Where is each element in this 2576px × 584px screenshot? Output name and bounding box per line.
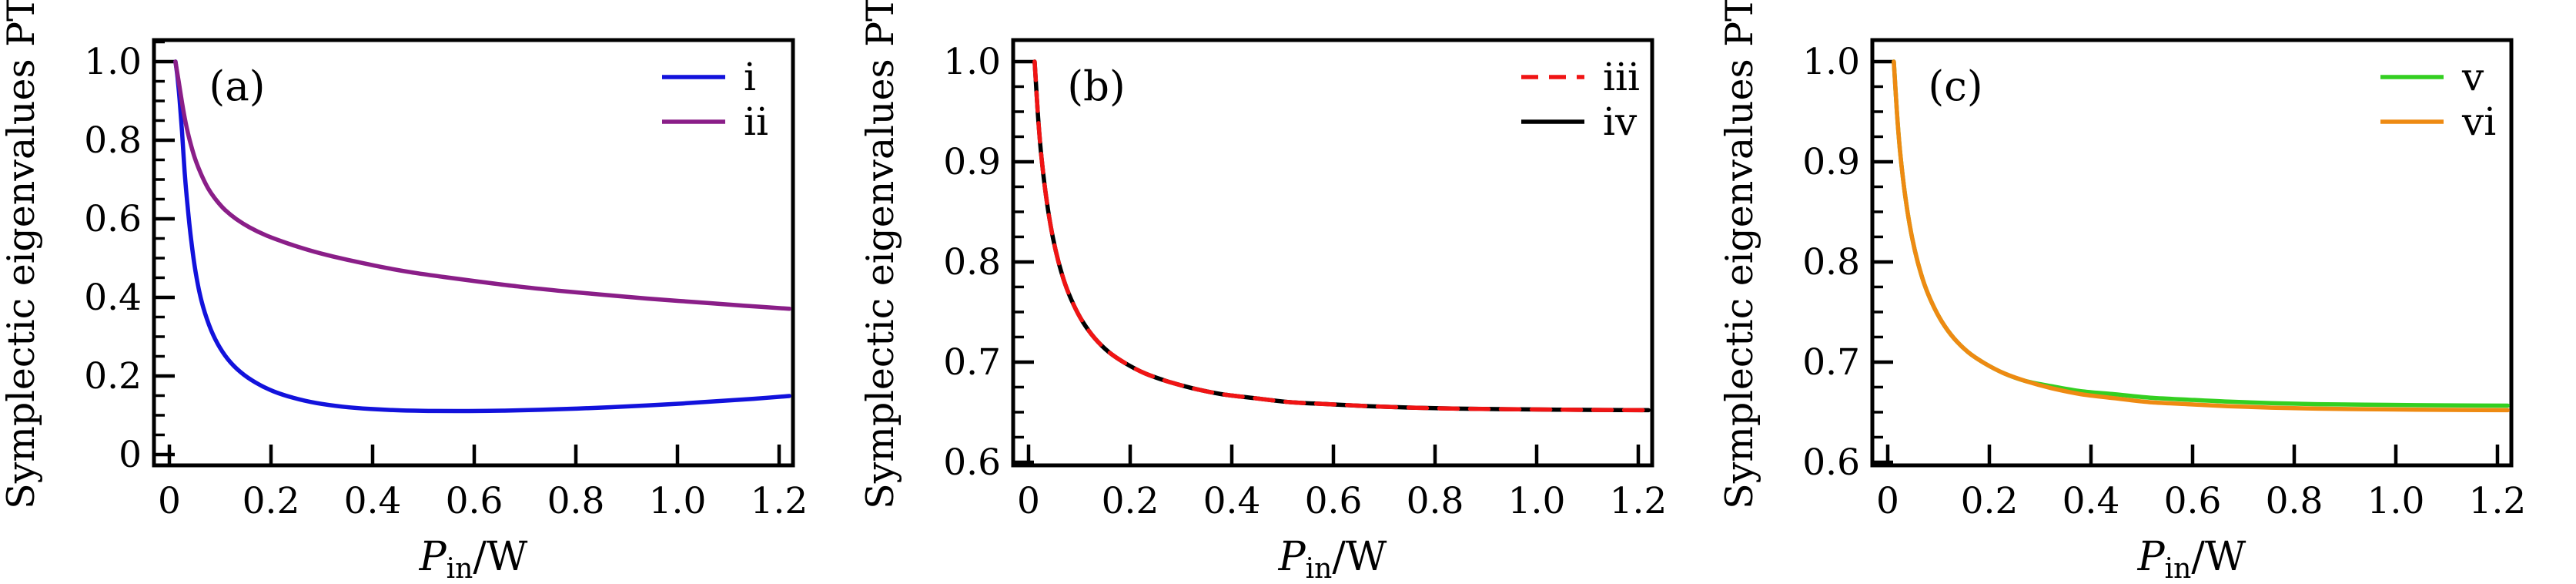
curve-ii	[173, 59, 791, 311]
panel-label: (a)	[209, 63, 266, 110]
x-tick-label: 1.2	[1610, 480, 1668, 522]
curve-vi	[1892, 59, 2510, 413]
legend-label-vi: vi	[2461, 99, 2496, 144]
y-tick-label: 0.7	[1802, 341, 1860, 384]
y-tick-label: 0.8	[84, 119, 142, 162]
x-tick-label: 0.4	[1203, 480, 1261, 522]
x-tick-label: 0	[1876, 480, 1899, 522]
y-tick-label: 1.0	[84, 41, 142, 83]
x-tick-label: 1.2	[751, 480, 808, 522]
legend-label-iv: iv	[1603, 99, 1638, 144]
y-tick-label: 1.0	[943, 41, 1001, 83]
x-tick-label: 0.6	[1305, 480, 1363, 522]
curve-iv	[1032, 59, 1651, 413]
x-tick-label: 0.8	[2266, 480, 2323, 522]
x-tick-label: 1.0	[2367, 480, 2425, 522]
y-tick-label: 0.6	[943, 441, 1001, 484]
curve-v	[1892, 59, 2510, 408]
y-tick-label: 0.7	[943, 341, 1001, 384]
curve-iii	[1032, 59, 1651, 413]
y-tick-label: 0.6	[1802, 441, 1860, 484]
y-tick-label: 1.0	[1802, 41, 1860, 83]
x-axis-label: Pin/W	[2137, 534, 2246, 584]
y-axis-label: Symplectic eigenvalues PT	[0, 0, 43, 509]
y-axis-label: Symplectic eigenvalues PT	[1718, 0, 1761, 509]
y-tick-label: 0.9	[943, 141, 1001, 183]
panel-a: 0 0.2 0.4 0.6 0.8 1.0 0 0.2 0.4 0.6 0.8 1.0 1.2 (a) ii…	[0, 0, 808, 584]
x-tick-label: 1.0	[649, 480, 707, 522]
x-tick-label: 0.6	[446, 480, 503, 522]
x-tick-label: 1.2	[2469, 480, 2527, 522]
x-tick-label: 0.2	[1961, 480, 2019, 522]
panel-label: (b)	[1067, 63, 1125, 110]
x-tick-label: 0.8	[547, 480, 605, 522]
x-tick-label: 0.2	[243, 480, 300, 522]
x-tick-label: 0.2	[1102, 480, 1159, 522]
y-tick-label: 0.4	[84, 277, 142, 319]
panel-c: 0.6 0.7 0.8 0.9 1.0 0 0.2 0.4 0.6 0.8 1.0 1.2 (c) vvi…	[1718, 0, 2526, 584]
panel-b: 0.6 0.7 0.8 0.9 1.0 0 0.2 0.4 0.6 0.8 1.0 1.2 (b) iii…	[858, 0, 1667, 584]
legend-label-v: v	[2461, 55, 2484, 99]
curve-i	[173, 59, 791, 414]
x-tick-label: 0.4	[344, 480, 402, 522]
y-tick-label: 0.8	[1802, 241, 1860, 284]
legend-label-i: i	[744, 55, 756, 99]
panel-label: (c)	[1928, 63, 1982, 110]
x-axis-label: Pin/W	[1278, 534, 1387, 584]
x-tick-label: 0	[1017, 480, 1040, 522]
legend-label-ii: ii	[744, 99, 768, 144]
x-axis-label: Pin/W	[419, 534, 528, 584]
x-tick-label: 0	[158, 480, 181, 522]
x-tick-label: 0.4	[2062, 480, 2120, 522]
y-tick-label: 0	[119, 434, 142, 476]
legend-label-iii: iii	[1603, 55, 1640, 99]
y-tick-label: 0.9	[1802, 141, 1860, 183]
x-tick-label: 1.0	[1508, 480, 1566, 522]
x-tick-label: 0.8	[1407, 480, 1464, 522]
y-tick-label: 0.6	[84, 198, 142, 240]
y-axis-label: Symplectic eigenvalues PT	[858, 0, 902, 509]
x-tick-label: 0.6	[2164, 480, 2222, 522]
y-tick-label: 0.8	[943, 241, 1001, 284]
y-tick-label: 0.2	[84, 355, 142, 398]
